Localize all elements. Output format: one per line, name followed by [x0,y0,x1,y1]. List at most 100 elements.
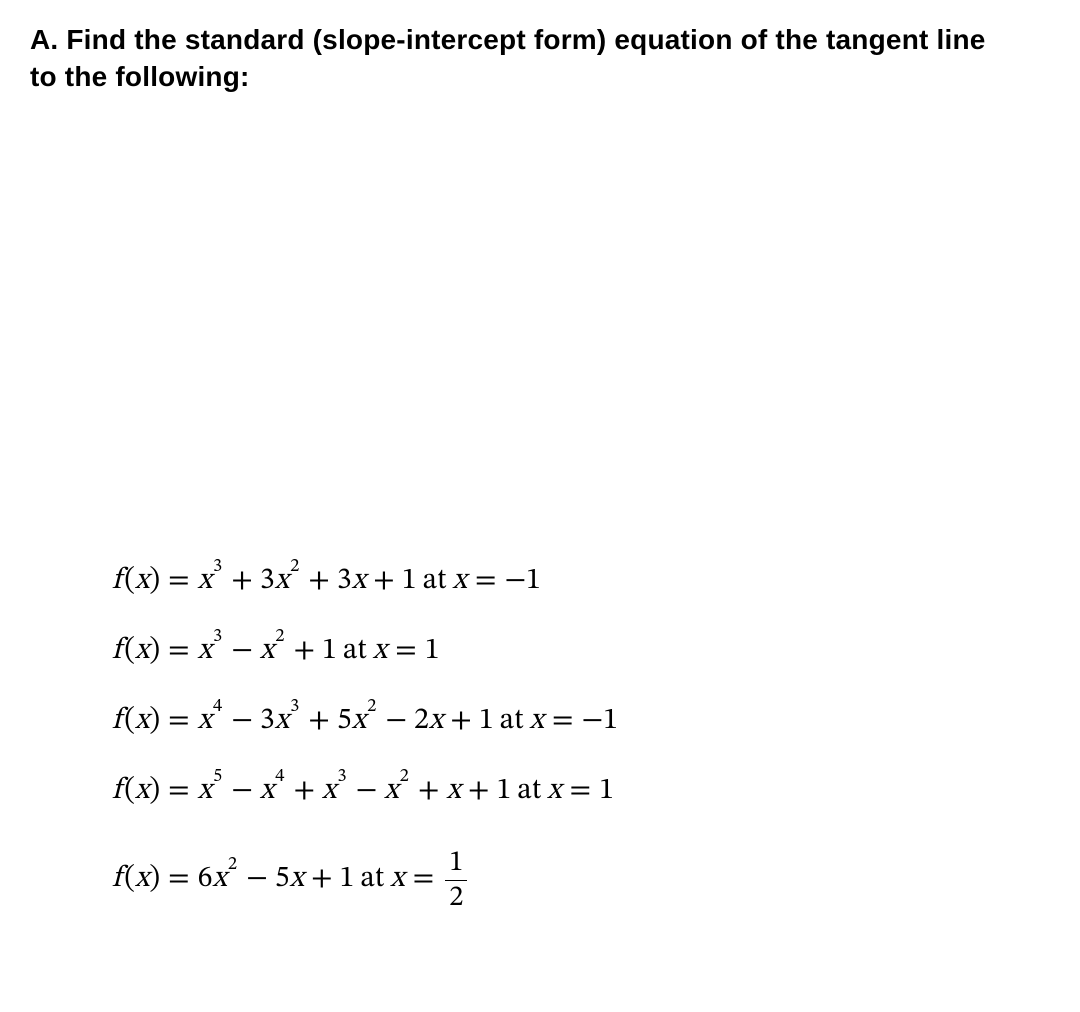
coefficient: 3 [337,566,352,596]
open-paren: ( [124,566,135,596]
operator: + [293,776,315,806]
at-word: at [343,636,367,666]
close-paren: ) [149,776,160,806]
at-variable: x [530,706,544,736]
exponent: 4 [275,768,284,787]
exponent: 4 [213,698,222,717]
at-value: 1 [425,636,440,666]
close-paren: ) [149,636,160,666]
variable: x [213,864,227,894]
variable: x [198,776,212,806]
variable: x [352,706,366,736]
equation-4: f(x)=x5−x4+x3−x2+x+1 at x=1 [112,776,1050,806]
variable: x [198,706,212,736]
exponent: 3 [213,558,222,577]
at-word: at [423,566,447,596]
operator: − [231,636,253,666]
exponent: 5 [213,768,222,787]
operator: + [311,864,333,894]
operator: − [356,776,378,806]
variable: x [275,566,289,596]
at-word: at [500,706,524,736]
operator: + [308,566,330,596]
operator: − [231,776,253,806]
function-variable: x [135,776,149,806]
heading: A. Find the standard (slope-intercept fo… [30,22,1050,96]
close-paren: ) [149,566,160,596]
at-equals: = [552,706,574,736]
variable: x [384,776,398,806]
at-equals: = [413,864,435,894]
at-equals: = [395,636,417,666]
exponent: 2 [275,628,284,647]
equation-1: f(x)=x3+3x2+3x+1 at x=−1 [112,566,1050,596]
open-paren: ( [124,636,135,666]
operator: − [246,864,268,894]
variable: x [198,566,212,596]
operator: + [418,776,440,806]
at-variable: x [547,776,561,806]
equals-sign: = [168,776,190,806]
exponent: 2 [228,856,237,875]
exponent: 3 [290,698,299,717]
function-name: f [112,636,121,666]
function-variable: x [135,864,149,894]
variable: x [260,636,274,666]
function-name: f [112,864,121,894]
operator: + [231,566,253,596]
equals-sign: = [168,706,190,736]
at-value: −1 [582,706,618,736]
coefficient: 1 [402,566,417,596]
equals-sign: = [168,566,190,596]
at-variable: x [373,636,387,666]
operator: + [293,636,315,666]
at-equals: = [570,776,592,806]
exponent: 2 [400,768,409,787]
coefficient: 1 [340,864,355,894]
at-equals: = [475,566,497,596]
heading-line-1: A. Find the standard (slope-intercept fo… [30,24,986,55]
equation-5: f(x)=6x2−5x+1 at x=12 [112,846,1050,911]
variable: x [429,706,443,736]
operator: + [373,566,395,596]
equals-sign: = [168,864,190,894]
coefficient: 1 [479,706,494,736]
operator: + [308,706,330,736]
fraction-numerator: 1 [445,848,467,878]
at-value: −1 [504,566,540,596]
equals-sign: = [168,636,190,666]
content-spacer [30,96,1050,566]
open-paren: ( [124,706,135,736]
at-value: 1 [599,776,614,806]
close-paren: ) [149,864,160,894]
variable: x [352,566,366,596]
at-word: at [360,864,384,894]
coefficient: 3 [260,706,275,736]
function-variable: x [135,636,149,666]
variable: x [290,864,304,894]
function-name: f [112,706,121,736]
exponent: 3 [213,628,222,647]
coefficient: 5 [275,864,290,894]
equation-2: f(x)=x3−x2+1 at x=1 [112,636,1050,666]
heading-line-2: to the following: [30,61,250,92]
page: A. Find the standard (slope-intercept fo… [0,0,1080,941]
operator: + [450,706,472,736]
close-paren: ) [149,706,160,736]
exponent: 2 [367,698,376,717]
variable: x [446,776,460,806]
coefficient: 1 [322,636,337,666]
at-variable: x [390,864,404,894]
exponent: 3 [337,768,346,787]
function-variable: x [135,566,149,596]
operator: − [385,706,407,736]
open-paren: ( [124,776,135,806]
operator: − [231,706,253,736]
function-name: f [112,566,121,596]
at-word: at [517,776,541,806]
variable: x [322,776,336,806]
fraction: 12 [445,848,467,913]
coefficient: 1 [496,776,511,806]
at-variable: x [452,566,466,596]
function-name: f [112,776,121,806]
